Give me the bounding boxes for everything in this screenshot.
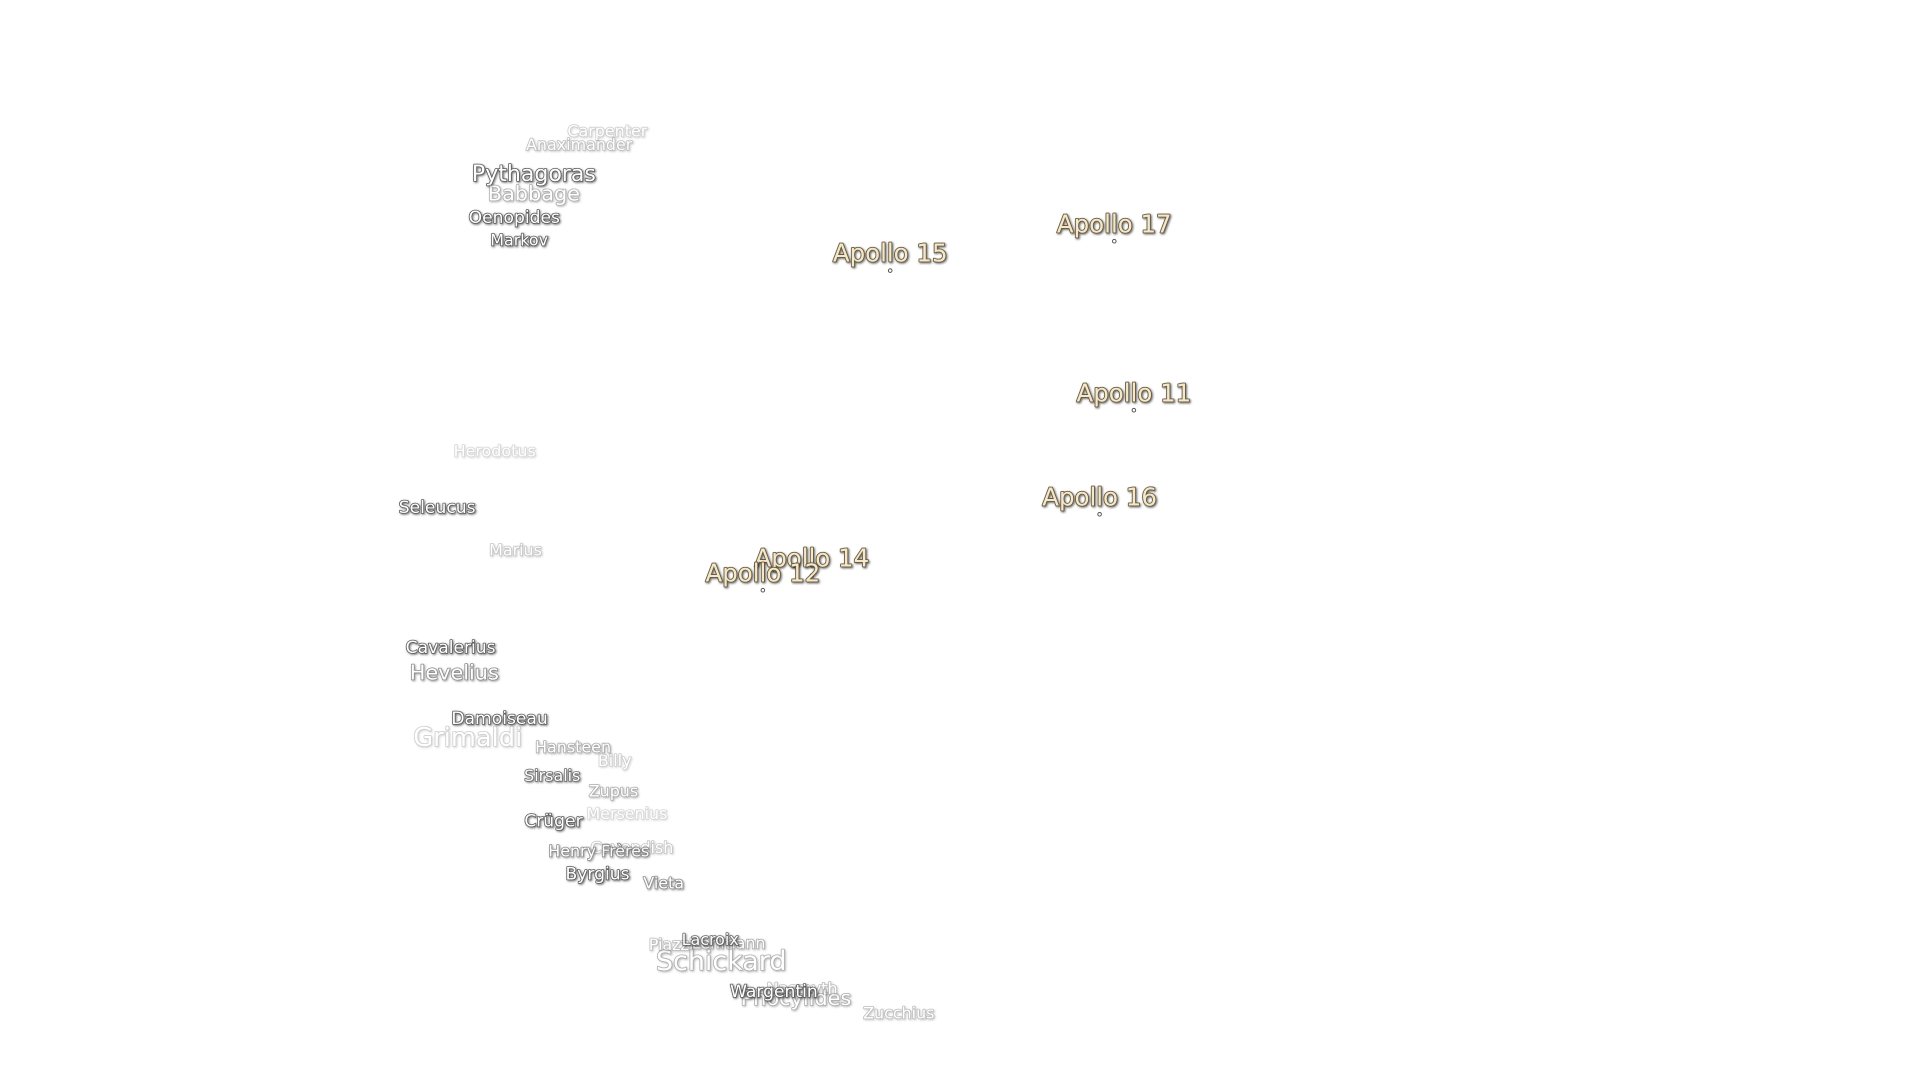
crater-label: Oenopides xyxy=(469,208,560,228)
crater-label: Hevelius xyxy=(410,660,499,684)
crater-label: Cavendish xyxy=(590,838,673,857)
crater-label: Anaximander xyxy=(526,135,633,154)
crater-label: Mersenius xyxy=(586,804,667,823)
crater-label: Henry Frères xyxy=(548,842,649,861)
apollo-label: Apollo 14 xyxy=(754,544,869,573)
crater-label: Cavalerius xyxy=(406,638,496,658)
crater-label: Crüger xyxy=(524,812,583,832)
crater-label: Piazzi xyxy=(649,935,694,954)
crater-label: Babbage xyxy=(488,182,580,206)
apollo-label: Apollo 17 xyxy=(1057,209,1172,238)
crater-label: Pythagoras xyxy=(472,162,596,187)
crater-label: Nasmyth xyxy=(766,979,837,998)
apollo-label: Apollo 11 xyxy=(1077,378,1192,407)
site-marker xyxy=(1131,407,1137,413)
apollo-label: Apollo 16 xyxy=(1042,482,1157,511)
crater-label: Wargentin xyxy=(730,982,818,1002)
crater-label: Billy xyxy=(598,751,632,770)
crater-label: Seleucus xyxy=(399,498,476,518)
crater-label: Carpenter xyxy=(567,122,647,141)
crater-label: Sirsalis xyxy=(524,766,580,785)
crater-label: Grimaldi xyxy=(413,723,522,753)
site-marker xyxy=(1097,511,1102,517)
site-marker xyxy=(760,587,766,593)
crater-label: Zucchius xyxy=(863,1003,934,1022)
site-marker xyxy=(1111,238,1117,244)
crater-label: Hansteen xyxy=(535,738,611,757)
crater-label: Damoiseau xyxy=(451,709,547,729)
crater-label: Byrgius xyxy=(566,864,630,884)
crater-label: Schickard xyxy=(656,946,787,977)
apollo-label: Apollo 15 xyxy=(833,239,948,268)
site-marker xyxy=(809,573,815,578)
crater-label: Vieta xyxy=(643,874,684,893)
crater-label: Herodotus xyxy=(454,441,536,460)
site-marker xyxy=(887,268,893,273)
apollo-label: Apollo 12 xyxy=(705,558,820,587)
crater-label: Lacroix xyxy=(682,930,739,949)
crater-label: Zupus xyxy=(589,782,638,801)
crater-label: Markov xyxy=(490,231,548,250)
crater-label: Marius xyxy=(489,541,542,560)
crater-label: Phocylides xyxy=(741,986,852,1010)
crater-label: Lehmann xyxy=(692,934,766,953)
